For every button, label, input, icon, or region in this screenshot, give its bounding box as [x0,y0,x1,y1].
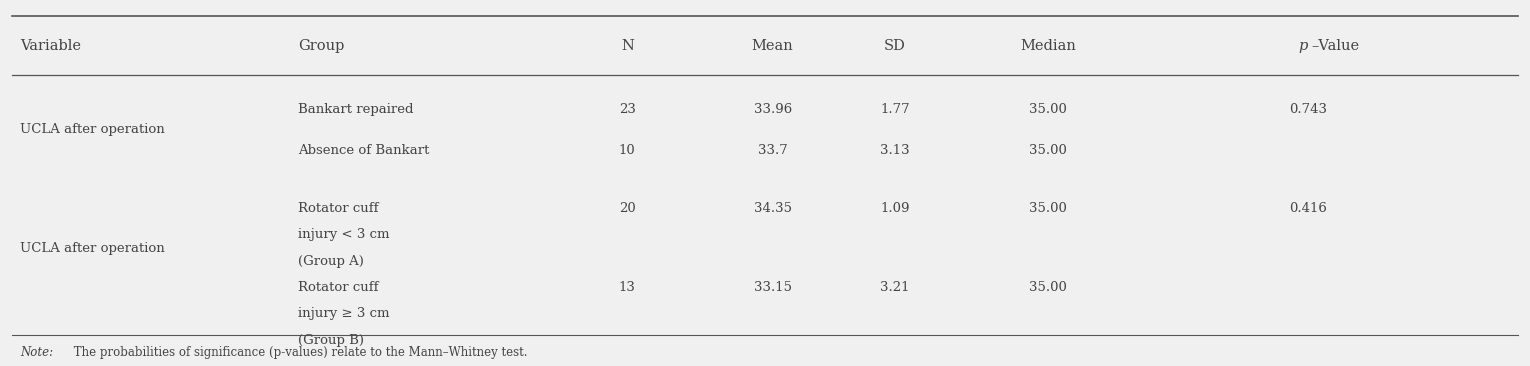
Text: injury ≥ 3 cm: injury ≥ 3 cm [298,307,390,320]
Text: (Group A): (Group A) [298,255,364,268]
Text: SD: SD [884,39,906,53]
Text: The probabilities of significance (p-values) relate to the Mann–Whitney test.: The probabilities of significance (p-val… [70,346,528,359]
Text: 13: 13 [618,281,636,294]
Text: 33.7: 33.7 [757,143,788,157]
Text: Group: Group [298,39,344,53]
Text: UCLA after operation: UCLA after operation [20,242,165,255]
Text: Rotator cuff: Rotator cuff [298,281,379,294]
Text: 23: 23 [618,103,636,116]
Text: Absence of Bankart: Absence of Bankart [298,143,430,157]
Text: Note:: Note: [20,346,54,359]
Text: p: p [1299,39,1308,53]
Text: UCLA after operation: UCLA after operation [20,123,165,137]
Text: 3.21: 3.21 [880,281,910,294]
Text: 0.416: 0.416 [1290,202,1327,215]
Text: Variable: Variable [20,39,81,53]
Text: 1.09: 1.09 [880,202,910,215]
Text: Median: Median [1021,39,1076,53]
Text: 1.77: 1.77 [880,103,910,116]
Text: 33.96: 33.96 [753,103,793,116]
Text: Rotator cuff: Rotator cuff [298,202,379,215]
Text: 35.00: 35.00 [1030,281,1066,294]
Text: 3.13: 3.13 [880,143,910,157]
Text: Mean: Mean [751,39,794,53]
Text: 10: 10 [620,143,635,157]
Text: 35.00: 35.00 [1030,143,1066,157]
Text: 34.35: 34.35 [754,202,791,215]
Text: 0.743: 0.743 [1290,103,1327,116]
Text: 33.15: 33.15 [754,281,791,294]
Text: 35.00: 35.00 [1030,202,1066,215]
Text: Bankart repaired: Bankart repaired [298,103,413,116]
Text: 35.00: 35.00 [1030,103,1066,116]
Text: N: N [621,39,633,53]
Text: 20: 20 [620,202,635,215]
Text: –Value: –Value [1311,39,1359,53]
Text: (Group B): (Group B) [298,333,364,347]
Text: injury < 3 cm: injury < 3 cm [298,228,390,242]
